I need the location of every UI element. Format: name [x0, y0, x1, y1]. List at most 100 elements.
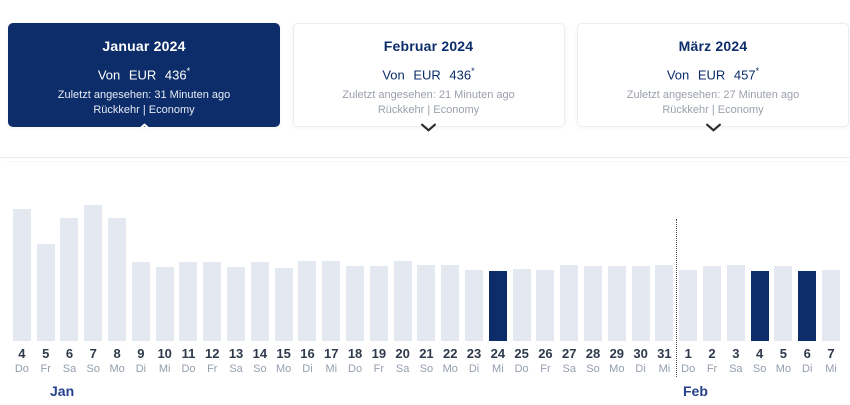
bar-column-feb-6[interactable]: 6 Di — [795, 205, 819, 375]
price-bar[interactable] — [203, 262, 222, 341]
price-bar[interactable] — [560, 265, 579, 341]
bar-column-jan-9[interactable]: 9 Di — [129, 205, 153, 375]
price-bar[interactable] — [108, 218, 127, 341]
bar-column-jan-14[interactable]: 14 So — [248, 205, 272, 375]
bar-column-jan-22[interactable]: 22 Mo — [438, 205, 462, 375]
weekday-label: So — [586, 363, 600, 375]
bar-column-feb-3[interactable]: 3 Sa — [724, 205, 748, 375]
day-number: 8 — [113, 346, 121, 361]
price-bar[interactable] — [726, 265, 745, 341]
weekday-label: Mo — [442, 363, 458, 375]
price-bar[interactable] — [703, 266, 721, 341]
bar-column-jan-4[interactable]: 4 Do — [10, 205, 34, 375]
price-bar[interactable] — [369, 266, 388, 341]
bar-column-jan-19[interactable]: 19 Fr — [367, 205, 391, 375]
bar-column-jan-16[interactable]: 16 Di — [296, 205, 320, 375]
bar-column-jan-28[interactable]: 28 So — [581, 205, 605, 375]
bar-column-jan-20[interactable]: 20 Sa — [391, 205, 415, 375]
price-bar[interactable] — [536, 270, 555, 341]
month-title: Januar 2024 — [102, 38, 186, 54]
chevron-up-icon[interactable] — [136, 123, 153, 132]
bar-column-jan-12[interactable]: 12 Fr — [200, 205, 224, 375]
bar-area — [393, 205, 412, 341]
bar-column-feb-7[interactable]: 7 Mi — [819, 205, 843, 375]
price-bar[interactable] — [298, 261, 317, 341]
price-bar[interactable] — [512, 269, 531, 341]
price-bar[interactable] — [179, 262, 198, 341]
bar-column-jan-15[interactable]: 15 Mo — [272, 205, 296, 375]
price-bar[interactable] — [250, 262, 269, 341]
bar-column-jan-26[interactable]: 26 Fr — [534, 205, 558, 375]
month-card-maerz[interactable]: März 2024 Von EUR 457* Zuletzt angesehen… — [577, 23, 849, 132]
price-bar[interactable] — [274, 268, 293, 341]
day-number: 16 — [300, 346, 315, 361]
price-bar[interactable] — [631, 266, 650, 341]
bar-column-jan-7[interactable]: 7 So — [81, 205, 105, 375]
month-card-februar[interactable]: Februar 2024 Von EUR 436* Zuletzt angese… — [292, 23, 565, 132]
bar-column-feb-5[interactable]: 5 Mo — [772, 205, 796, 375]
price-bar[interactable] — [607, 266, 626, 341]
bar-column-jan-17[interactable]: 17 Mi — [319, 205, 343, 375]
last-seen-text: Zuletzt angesehen: 31 Minuten ago — [57, 89, 231, 102]
price-bar[interactable] — [821, 270, 840, 341]
bar-area — [465, 205, 484, 341]
bar-column-jan-5[interactable]: 5 Fr — [34, 205, 58, 375]
weekday-label: Sa — [562, 363, 576, 375]
weekday-label: Sa — [229, 363, 243, 375]
price-bar[interactable] — [60, 218, 79, 341]
weekday-label: Di — [302, 363, 313, 375]
price-bar[interactable] — [465, 270, 484, 341]
price-bar[interactable] — [679, 270, 698, 341]
day-number: 18 — [347, 346, 363, 361]
bar-column-jan-11[interactable]: 11 Do — [177, 205, 201, 375]
day-number: 4 — [18, 346, 26, 361]
price-bar[interactable] — [750, 271, 769, 341]
bar-column-jan-29[interactable]: 29 Mo — [605, 205, 629, 375]
month-cards: Januar 2024 Von EUR 436* Zuletzt angeseh… — [8, 23, 849, 132]
price-bar[interactable] — [393, 261, 412, 341]
bar-area — [298, 205, 317, 341]
bar-column-jan-8[interactable]: 8 Mo — [105, 205, 129, 375]
weekday-label: Fr — [373, 363, 385, 375]
price-text: Von EUR 436 — [382, 67, 472, 83]
bar-column-jan-27[interactable]: 27 Sa — [557, 205, 581, 375]
bar-column-jan-30[interactable]: 30 Di — [629, 205, 653, 375]
chevron-down-icon[interactable] — [420, 123, 437, 132]
month-card-januar[interactable]: Januar 2024 Von EUR 436* Zuletzt angeseh… — [8, 23, 280, 132]
weekday-label: Mi — [825, 363, 837, 375]
price-bar[interactable] — [417, 265, 436, 341]
day-number: 1 — [684, 346, 692, 361]
price-bar[interactable] — [322, 261, 341, 341]
bar-column-jan-23[interactable]: 23 Di — [462, 205, 486, 375]
bar-column-jan-24[interactable]: 24 Mi — [486, 205, 510, 375]
price-bar[interactable] — [346, 266, 365, 341]
price-bar[interactable] — [12, 209, 31, 341]
price-bar[interactable] — [84, 205, 103, 341]
bar-area — [179, 205, 198, 341]
price-bar[interactable] — [774, 266, 793, 341]
price-bar[interactable] — [488, 271, 507, 341]
bar-column-jan-25[interactable]: 25 Do — [510, 205, 534, 375]
bar-area — [131, 205, 150, 341]
bar-column-feb-1[interactable]: 1 Do — [676, 205, 700, 375]
price-bar[interactable] — [655, 265, 674, 341]
bar-column-jan-31[interactable]: 31 Mi — [653, 205, 677, 375]
bar-column-jan-13[interactable]: 13 Sa — [224, 205, 248, 375]
bar-column-jan-6[interactable]: 6 Sa — [58, 205, 82, 375]
bar-column-jan-18[interactable]: 18 Do — [343, 205, 367, 375]
price-bar[interactable] — [227, 267, 246, 341]
price-bar[interactable] — [131, 262, 150, 341]
price-bar[interactable] — [441, 265, 460, 341]
bar-column-jan-10[interactable]: 10 Mi — [153, 205, 177, 375]
bar-column-jan-21[interactable]: 21 So — [415, 205, 439, 375]
bar-column-feb-2[interactable]: 2 Fr — [700, 205, 724, 375]
price-bar[interactable] — [36, 244, 55, 341]
weekday-label: Sa — [395, 363, 410, 375]
day-number: 23 — [466, 346, 482, 361]
bar-column-feb-4[interactable]: 4 So — [748, 205, 772, 375]
price-bar[interactable] — [798, 271, 817, 341]
day-number: 27 — [561, 346, 577, 361]
price-bar[interactable] — [584, 266, 603, 341]
chevron-down-icon[interactable] — [705, 123, 722, 132]
price-bar[interactable] — [155, 267, 174, 341]
